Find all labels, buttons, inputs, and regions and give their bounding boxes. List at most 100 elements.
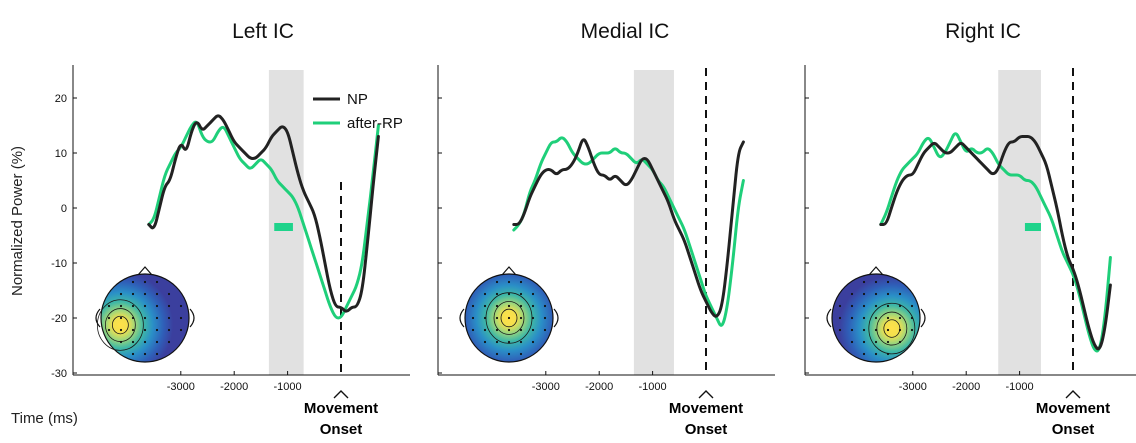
electrode	[507, 352, 511, 356]
electrode	[850, 316, 854, 320]
electrode	[862, 328, 866, 332]
electrode	[483, 340, 487, 344]
series-group	[147, 114, 380, 320]
panel-title: Right IC	[945, 20, 1021, 43]
electrode	[519, 352, 523, 356]
electrode	[483, 292, 487, 296]
electrode	[519, 328, 523, 332]
electrode	[107, 328, 111, 332]
electrode	[131, 316, 135, 320]
nose	[137, 266, 153, 276]
electrode	[543, 328, 547, 332]
electrode	[143, 340, 147, 344]
electrode	[874, 352, 878, 356]
electrode	[898, 304, 902, 308]
electrode	[179, 304, 183, 308]
onset-label-line1: Movement	[304, 400, 378, 417]
electrode	[155, 304, 159, 308]
electrode	[543, 316, 547, 320]
electrode	[519, 292, 523, 296]
electrode	[483, 316, 487, 320]
electrode	[874, 328, 878, 332]
electrode	[119, 316, 123, 320]
electrode	[910, 304, 914, 308]
electrode	[519, 340, 523, 344]
y-tick-label: -10	[51, 258, 67, 270]
electrode	[507, 340, 511, 344]
series-line-np	[147, 114, 380, 313]
electrode	[495, 352, 499, 356]
significance-bar	[274, 223, 293, 231]
legend-label: after-RP	[347, 115, 403, 132]
electrode	[850, 340, 854, 344]
electrode	[131, 352, 135, 356]
electrode	[862, 316, 866, 320]
x-tick-label: -1000	[1006, 381, 1034, 393]
onset-label-line1: Movement	[1036, 400, 1110, 417]
x-tick-label: -2000	[585, 381, 613, 393]
electrode	[862, 304, 866, 308]
electrode	[507, 316, 511, 320]
electrode	[155, 340, 159, 344]
contour	[868, 302, 916, 355]
electrode	[898, 292, 902, 296]
x-tick-label: -2000	[220, 381, 248, 393]
electrode	[167, 292, 171, 296]
electrode	[119, 292, 123, 296]
electrode	[167, 304, 171, 308]
electrode	[507, 292, 511, 296]
electrode	[850, 328, 854, 332]
series-line-after-rp	[147, 120, 380, 320]
shaded-region	[998, 70, 1041, 375]
electrode	[531, 316, 535, 320]
electrode	[495, 292, 499, 296]
ear-right	[553, 308, 559, 328]
electrode	[838, 316, 842, 320]
electrode	[850, 304, 854, 308]
electrode	[862, 352, 866, 356]
series-line-np	[879, 135, 1112, 351]
electrode	[886, 304, 890, 308]
topography-map	[459, 266, 559, 363]
electrode	[519, 280, 523, 284]
electrode	[886, 340, 890, 344]
electrode	[495, 304, 499, 308]
electrode	[483, 304, 487, 308]
significance-bar	[1024, 223, 1041, 231]
electrode	[179, 316, 183, 320]
electrode	[131, 280, 135, 284]
electrode	[155, 328, 159, 332]
nose	[501, 266, 517, 276]
electrode	[107, 316, 111, 320]
electrode	[143, 304, 147, 308]
electrode	[862, 292, 866, 296]
electrode	[471, 328, 475, 332]
electrode	[119, 340, 123, 344]
electrode	[179, 328, 183, 332]
ear-right	[920, 308, 926, 328]
electrode	[143, 280, 147, 284]
electrode	[155, 316, 159, 320]
electrode	[886, 328, 890, 332]
series-line-np	[512, 138, 745, 318]
topography-map	[95, 266, 195, 363]
onset-caret	[698, 390, 714, 399]
onset-label-line2: Onset	[685, 421, 728, 438]
electrode	[910, 316, 914, 320]
electrode	[886, 292, 890, 296]
series-group	[512, 136, 745, 327]
onset-label-line2: Onset	[1052, 421, 1095, 438]
x-tick-label: -3000	[899, 381, 927, 393]
series-group	[879, 132, 1112, 353]
electrode	[119, 304, 123, 308]
nose	[868, 266, 884, 276]
electrode	[531, 292, 535, 296]
x-axis-label: Time (ms)	[11, 410, 78, 427]
onset-caret	[333, 390, 349, 399]
electrode	[167, 340, 171, 344]
y-tick-label: 20	[55, 93, 67, 105]
electrode	[155, 280, 159, 284]
